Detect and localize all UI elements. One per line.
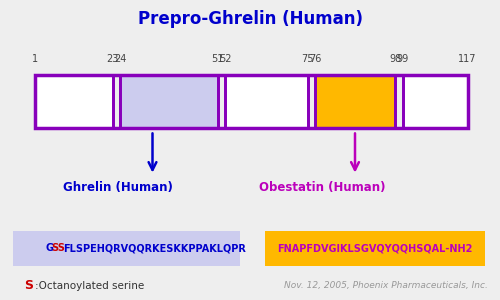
Text: 76: 76 [309, 55, 321, 64]
Bar [225, 75, 308, 128]
Bar [35, 75, 112, 128]
Text: FNAPFDVGIKLSGVQYQQHSQAL-NH2: FNAPFDVGIKLSGVQYQQHSQAL-NH2 [278, 243, 472, 253]
Bar [315, 75, 395, 128]
Bar [120, 75, 218, 128]
Text: Ghrelin (Human): Ghrelin (Human) [62, 182, 172, 194]
Text: Nov. 12, 2005, Phoenix Pharmaceuticals, Inc.: Nov. 12, 2005, Phoenix Pharmaceuticals, … [284, 281, 488, 290]
Text: Prepro-Ghrelin (Human): Prepro-Ghrelin (Human) [138, 11, 362, 28]
Text: 52: 52 [219, 55, 231, 64]
Bar [12, 231, 240, 266]
Text: 24: 24 [114, 55, 126, 64]
Text: 1: 1 [32, 55, 38, 64]
Text: 23: 23 [106, 55, 118, 64]
Text: Obestatin (Human): Obestatin (Human) [259, 182, 386, 194]
Bar [35, 75, 468, 128]
Text: :Octanoylated serine: :Octanoylated serine [35, 280, 144, 291]
Text: 99: 99 [396, 55, 408, 64]
Text: 51: 51 [212, 55, 224, 64]
Text: SS: SS [52, 243, 66, 253]
Bar [265, 231, 485, 266]
Text: S: S [24, 279, 33, 292]
Text: 117: 117 [458, 55, 477, 64]
Bar [402, 75, 468, 128]
Text: 98: 98 [389, 55, 401, 64]
Text: FLSPEHQRVQQRKESKKPPAKLQPR: FLSPEHQRVQQRKESKKPPAKLQPR [63, 243, 246, 253]
Text: G: G [46, 243, 54, 253]
Text: 75: 75 [301, 55, 314, 64]
